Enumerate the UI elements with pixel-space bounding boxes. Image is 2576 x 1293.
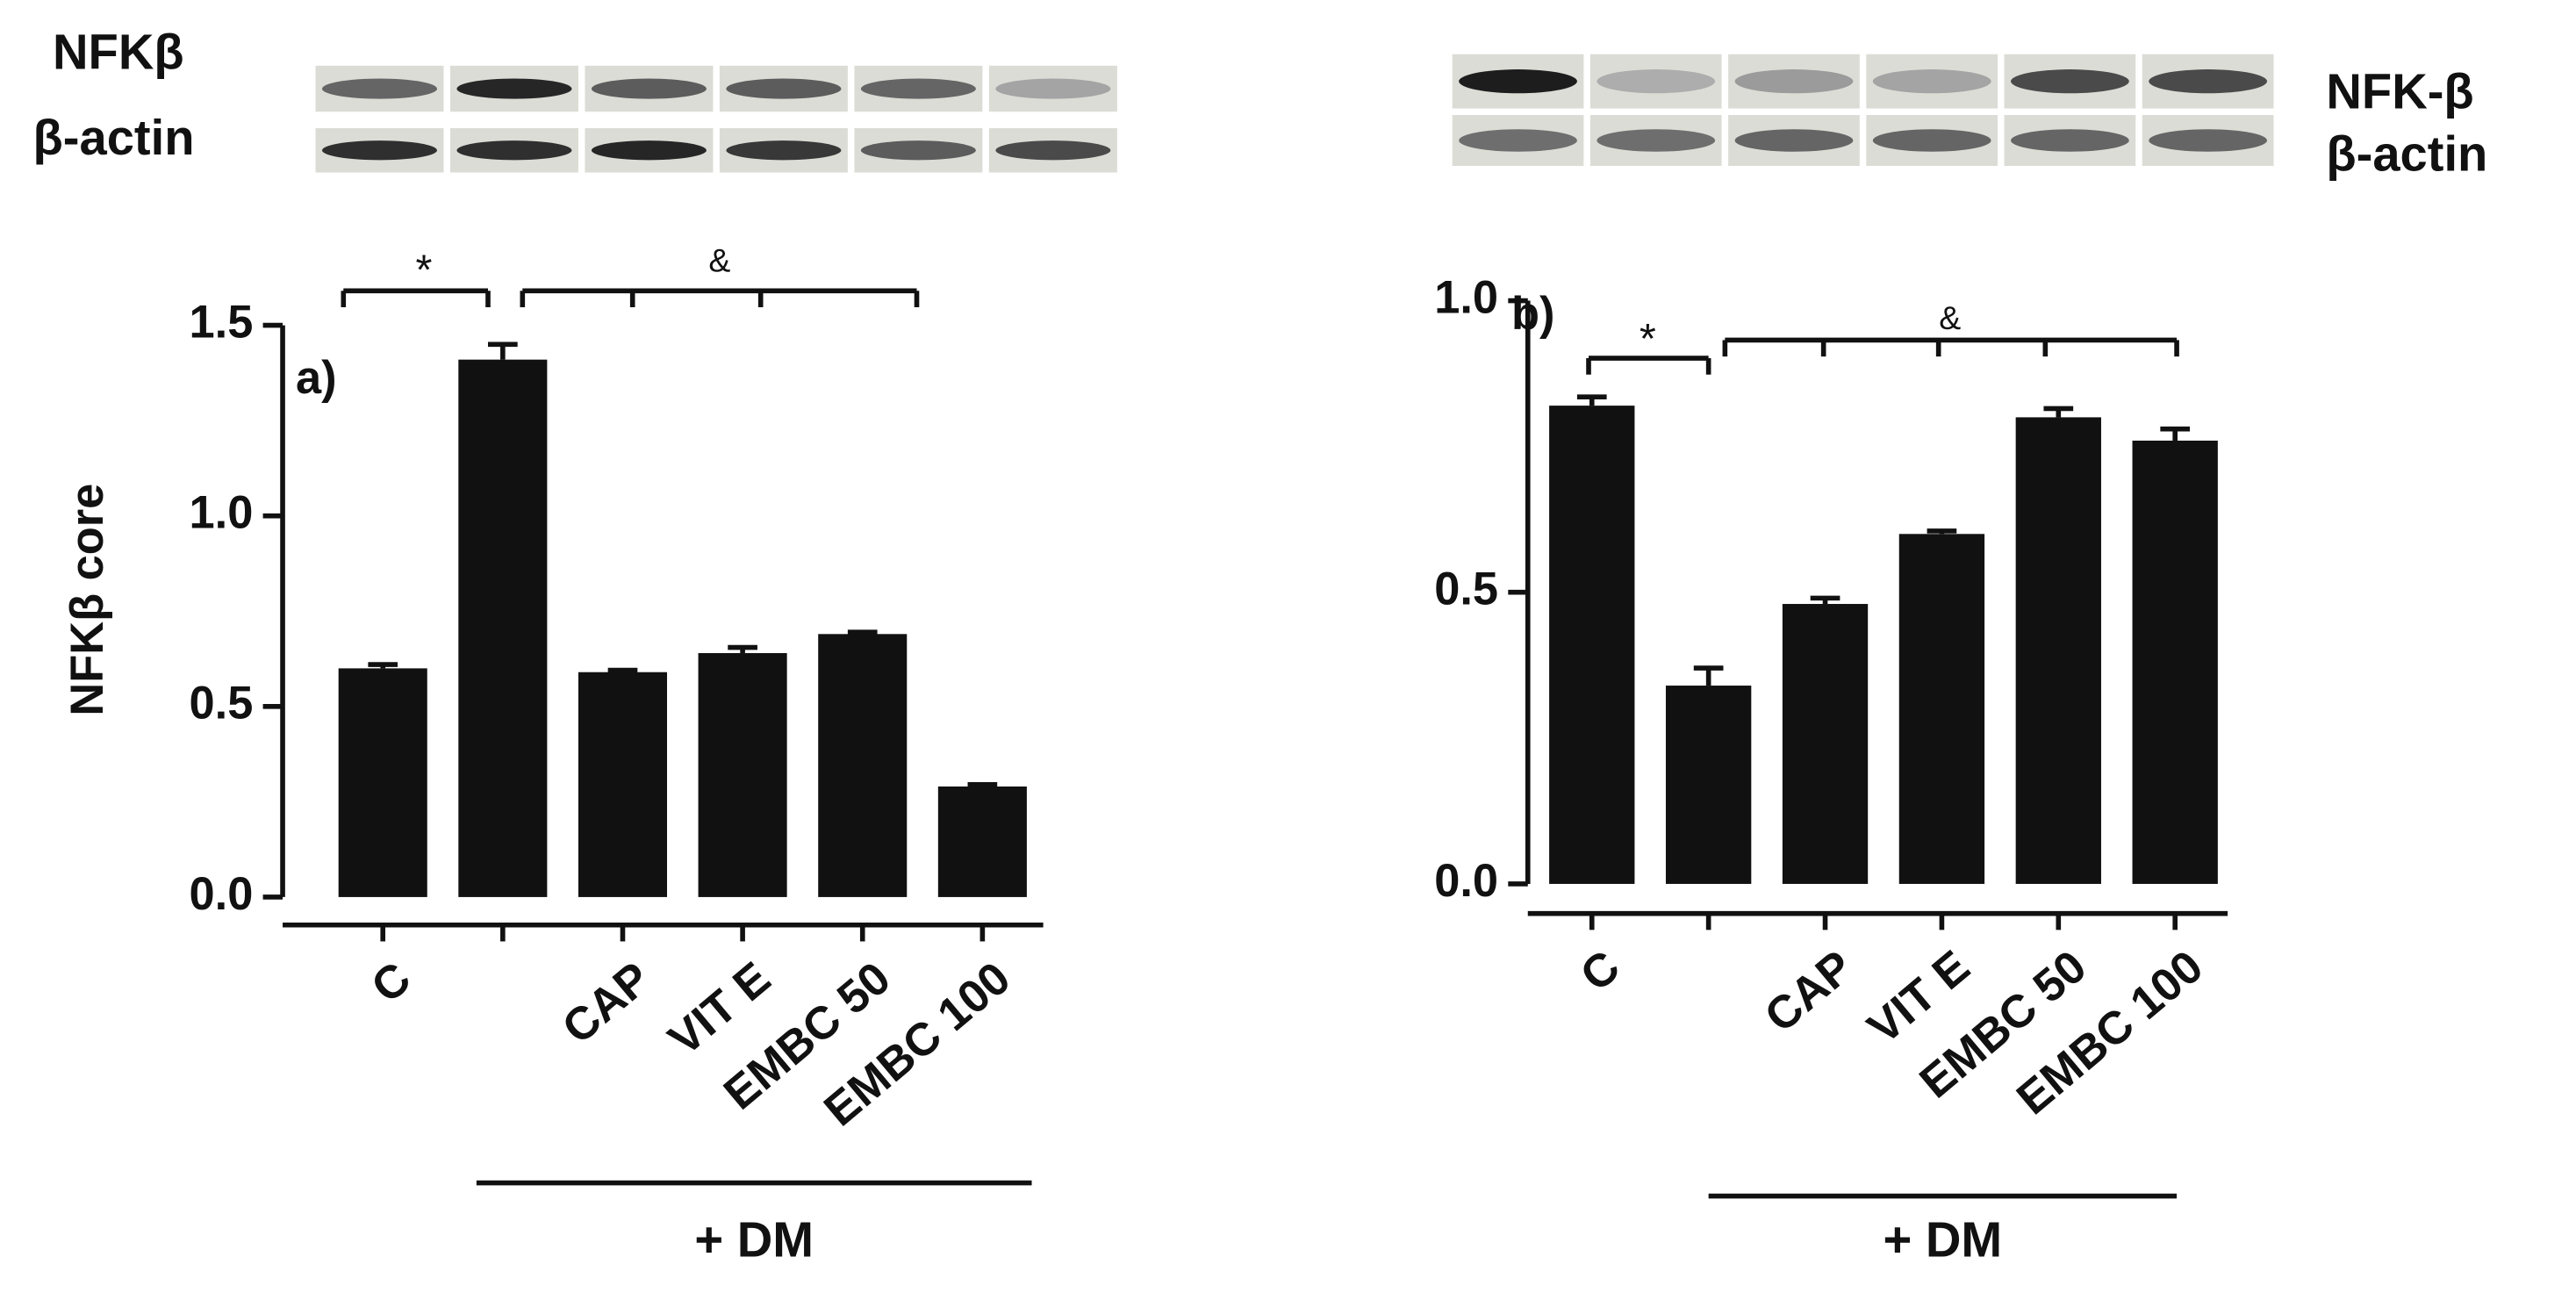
bar (937, 787, 1027, 897)
bar (1782, 604, 1869, 884)
significance-mark: & (708, 241, 730, 278)
blot-band (1872, 129, 1991, 152)
bar (2132, 440, 2218, 884)
blot-band (456, 78, 572, 99)
blot-band (1734, 129, 1854, 152)
blot-band (726, 78, 842, 99)
blot-band (591, 140, 707, 161)
blot-band (2149, 69, 2268, 94)
bar (818, 634, 908, 897)
bar (338, 668, 427, 897)
blot-band (860, 140, 976, 161)
blot-band (456, 140, 572, 161)
bar (1549, 406, 1635, 884)
group-label: + DM (1884, 1212, 2003, 1268)
x-tick-label: C (1571, 941, 1629, 1002)
blot-band (1597, 69, 1716, 94)
y-tick-label: 0.0 (1434, 856, 1498, 907)
x-tick-label: CAP (553, 952, 660, 1054)
blot-band (860, 78, 976, 99)
blot-band (2011, 129, 2129, 152)
blot-band (321, 140, 437, 161)
bar (698, 653, 787, 897)
blot-band (2011, 69, 2129, 94)
blot-band (1459, 69, 1577, 94)
panel-label: b) (1511, 289, 1554, 340)
y-tick-label: 0.5 (190, 679, 254, 729)
y-tick-label: 0.5 (1434, 564, 1498, 615)
blot-label: NFK-β (2326, 63, 2473, 119)
blot-band (1597, 129, 1716, 152)
blot-band (995, 140, 1111, 161)
x-tick-label: CAP (1755, 941, 1862, 1043)
bar (1665, 686, 1752, 884)
blot-band (2149, 129, 2268, 152)
blot-band (321, 78, 437, 99)
blot-band (995, 78, 1111, 99)
blot-label: β-actin (33, 110, 195, 165)
blot-band (1459, 129, 1577, 152)
blot-label: NFKβ (53, 24, 184, 79)
significance-mark: & (1939, 299, 1961, 336)
significance-mark: * (1640, 315, 1656, 363)
blot-band (1734, 69, 1854, 94)
y-tick-label: 1.5 (190, 297, 254, 348)
bar (458, 359, 548, 897)
bar (2015, 417, 2101, 884)
blot-band (591, 78, 707, 99)
blot-band (1872, 69, 1991, 94)
group-label: + DM (694, 1212, 814, 1268)
blot-label: β-actin (2326, 126, 2487, 182)
y-axis-label: NFKβ core (62, 484, 113, 716)
y-tick-label: 0.0 (190, 869, 254, 920)
blot-band (726, 140, 842, 161)
panel-label: a) (296, 353, 337, 404)
x-tick-label: C (362, 952, 420, 1013)
bar (1898, 534, 1985, 884)
bar (578, 672, 668, 897)
significance-mark: * (416, 247, 433, 294)
y-tick-label: 1.0 (190, 488, 254, 539)
y-tick-label: 1.0 (1434, 272, 1498, 323)
